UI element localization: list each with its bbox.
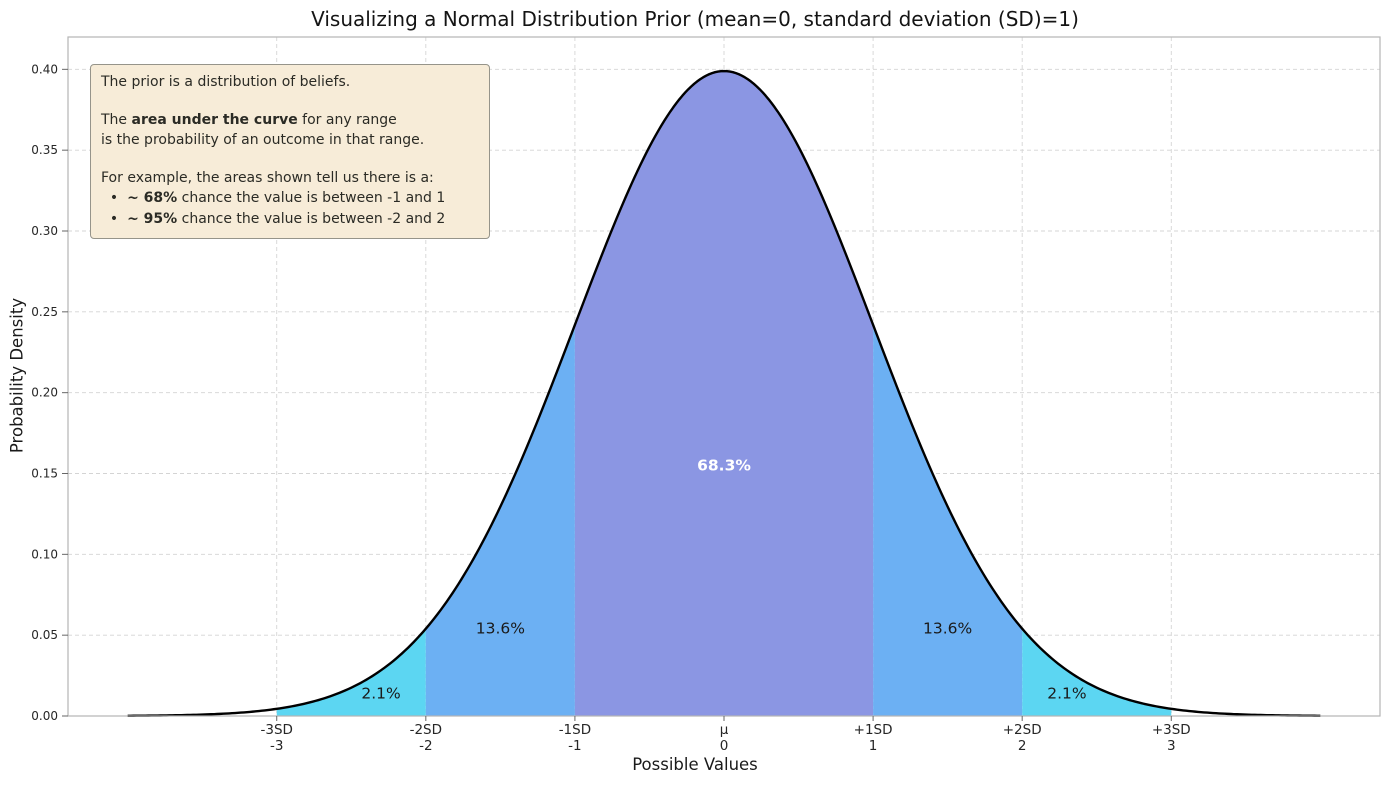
y-tick-label: 0.10	[31, 547, 58, 561]
x-tick-label-value: 1	[869, 738, 878, 754]
annotation-line: is the probability of an outcome in that…	[101, 130, 479, 151]
annotation-text: •	[101, 210, 128, 227]
annotation-line: The area under the curve for any range	[101, 110, 479, 131]
annotation-line: • ~ 68% chance the value is between -1 a…	[101, 188, 479, 209]
x-tick-label-value: -2	[419, 738, 432, 754]
region-fill	[276, 628, 426, 716]
region-label: 2.1%	[361, 684, 400, 702]
y-tick-label: 0.25	[31, 305, 58, 319]
y-tick-label: 0.00	[31, 709, 58, 723]
region-fill	[1022, 628, 1172, 716]
annotation-text: For example, the areas shown tell us the…	[101, 169, 434, 186]
x-tick-label-sd: -3SD	[261, 722, 293, 738]
x-tick-label-sd: +3SD	[1152, 722, 1191, 738]
annotation-text: chance the value is between -2 and 2	[177, 210, 446, 227]
x-tick-label-value: 0	[720, 738, 729, 754]
region-label: 13.6%	[476, 620, 525, 638]
annotation-line	[101, 93, 479, 110]
curve-line	[127, 69, 1321, 717]
x-tick-label-value: 3	[1167, 738, 1176, 754]
y-tick-label: 0.15	[31, 467, 58, 481]
annotation-text-bold: area under the curve	[131, 111, 298, 128]
chart-title: Visualizing a Normal Distribution Prior …	[311, 7, 1079, 31]
x-tick-label-sd: +1SD	[854, 722, 893, 738]
x-tick-label-sd: -1SD	[559, 722, 591, 738]
annotation-text: •	[101, 190, 128, 206]
annotation-line	[101, 151, 479, 168]
x-tick-label-sd: -2SD	[410, 722, 442, 738]
x-tick-label-value: 2	[1018, 738, 1027, 754]
y-tick-label: 0.20	[31, 386, 58, 400]
annotation-line: For example, the areas shown tell us the…	[101, 168, 479, 189]
x-axis-label: Possible Values	[632, 755, 758, 774]
x-tick-label-sd: μ	[720, 722, 729, 738]
y-tick-label: 0.05	[31, 628, 58, 642]
x-tick-label-value: -3	[270, 738, 283, 754]
annotation-text: The prior is a distribution of beliefs.	[101, 74, 351, 90]
y-tick-label: 0.30	[31, 224, 58, 238]
annotation-text: The	[101, 111, 132, 128]
annotation-line: • ~ 95% chance the value is between -2 a…	[101, 209, 479, 230]
y-axis-label: Probability Density	[7, 297, 27, 454]
annotation-text-bold: ~ 68%	[127, 190, 178, 206]
annotation-text: for any range	[297, 111, 397, 128]
annotation-text: is the probability of an outcome in that…	[101, 132, 425, 148]
y-tick-label: 0.35	[31, 143, 58, 157]
annotation-text-bold: ~ 95%	[127, 210, 178, 227]
region-fill	[574, 71, 874, 717]
region-label: 68.3%	[697, 456, 751, 474]
region-label: 2.1%	[1047, 684, 1086, 702]
annotation-line: The prior is a distribution of beliefs.	[101, 72, 479, 93]
x-tick-label-sd: +2SD	[1003, 722, 1042, 738]
annotation-box: The prior is a distribution of beliefs. T…	[90, 64, 490, 239]
annotation-text: chance the value is between -1 and 1	[177, 190, 446, 206]
region-label: 13.6%	[923, 620, 972, 638]
y-tick-label: 0.40	[31, 62, 58, 76]
x-tick-label-value: -1	[568, 738, 581, 754]
